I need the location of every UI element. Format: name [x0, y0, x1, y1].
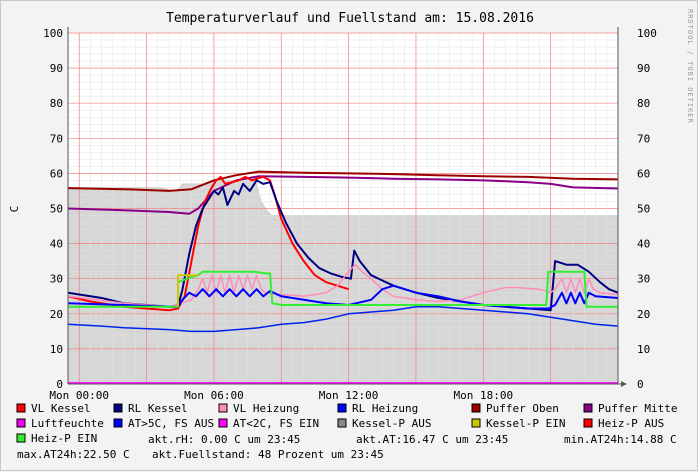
legend-label: Puffer Mitte [598, 402, 677, 415]
min-at-text: min.AT24h:14.88 C [564, 433, 677, 446]
legend-label: Kessel-P EIN [486, 417, 565, 430]
series-line [67, 306, 619, 333]
legend-swatch [337, 418, 347, 428]
y-tick-label-left: 50 [50, 203, 63, 216]
legend-label: Heiz-P EIN [31, 432, 97, 445]
y-tick-label-left: 10 [50, 343, 63, 356]
series-layer [67, 170, 619, 384]
y-tick-label-left: 90 [50, 62, 63, 75]
legend-swatch [113, 403, 123, 413]
y-axis-label: C [8, 206, 21, 213]
legend-swatch [471, 403, 481, 413]
akt-rh-text: akt.rH: 0.00 C um 23:45 [148, 433, 300, 446]
legend-swatch [218, 403, 228, 413]
legend-label: VL Heizung [233, 402, 299, 415]
legend: VL Kessel RL Kessel VL Heizung RL Heizung Pu… [16, 402, 677, 445]
y-tick-label-left: 80 [50, 97, 63, 110]
y-tick-label-right: 20 [637, 308, 650, 321]
legend-label: RL Kessel [128, 402, 188, 415]
y-tick-label-left: 70 [50, 132, 63, 145]
x-tick-label: Mon 06:00 [184, 389, 244, 402]
akt-at-text: akt.AT:16.47 C um 23:45 [356, 433, 508, 446]
legend-swatch [337, 403, 347, 413]
legend-label: Puffer Oben [486, 402, 559, 415]
y-tick-label-right: 80 [637, 97, 650, 110]
y-tick-label-right: 30 [637, 273, 650, 286]
legend-label: Heiz-P AUS [598, 417, 664, 430]
series-line [177, 274, 199, 307]
series-line [68, 270, 618, 308]
info-text: akt.rH: 0.00 C um 23:45 akt.AT:16.47 C u… [17, 433, 677, 461]
watermark: RRDTOOL / TOBI OETIKER [686, 9, 694, 124]
y-tick-label-right: 40 [637, 238, 650, 251]
series-line [67, 170, 619, 192]
y-tick-label-left: 100 [43, 27, 63, 40]
max-at-text: max.AT24h:22.50 C [17, 448, 130, 461]
series-line [67, 175, 619, 215]
y-tick-label-right: 0 [637, 378, 644, 391]
axes-layer: 0 0 10 10 20 20 30 30 40 40 50 50 60 60 70 70 80 80 90 90 10… [43, 27, 657, 402]
legend-swatch [583, 403, 593, 413]
y-tick-label-left: 20 [50, 308, 63, 321]
legend-label: VL Kessel [31, 402, 91, 415]
y-tick-label-left: 60 [50, 167, 63, 180]
y-tick-label-left: 30 [50, 273, 63, 286]
series-line [67, 263, 619, 308]
legend-swatch [471, 418, 481, 428]
y-tick-label-left: 40 [50, 238, 63, 251]
legend-label: Luftfeuchte [31, 417, 104, 430]
y-tick-label-left: 0 [56, 378, 63, 391]
x-axis-arrow [621, 381, 627, 387]
legend-swatch [16, 418, 26, 428]
y-tick-label-right: 50 [637, 203, 650, 216]
y-tick-label-right: 10 [637, 343, 650, 356]
legend-label: AT>5C, FS AUS [128, 417, 214, 430]
legend-swatch [113, 418, 123, 428]
legend-swatch [218, 418, 228, 428]
x-tick-label: Mon 12:00 [319, 389, 379, 402]
y-tick-label-right: 90 [637, 62, 650, 75]
y-tick-label-right: 60 [637, 167, 650, 180]
legend-swatch [16, 433, 26, 443]
legend-label: AT<2C, FS EIN [233, 417, 319, 430]
fuellstand-text: akt.Fuellstand: 48 Prozent um 23:45 [152, 448, 384, 461]
chart-title: Temperaturverlauf und Fuellstand am: 15.… [166, 11, 534, 26]
x-tick-label: Mon 18:00 [454, 389, 514, 402]
x-tick-label: Mon 00:00 [49, 389, 109, 402]
legend-label: Kessel-P AUS [352, 417, 431, 430]
y-tick-label-right: 100 [637, 27, 657, 40]
y-tick-label-right: 70 [637, 132, 650, 145]
legend-swatch [583, 418, 593, 428]
legend-label: RL Heizung [352, 402, 418, 415]
legend-swatch [16, 403, 26, 413]
